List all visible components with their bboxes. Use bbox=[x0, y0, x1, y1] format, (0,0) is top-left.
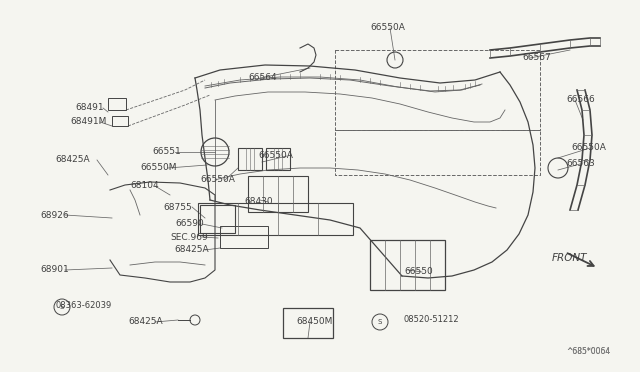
Text: ^685*0064: ^685*0064 bbox=[566, 347, 611, 356]
Text: 68425A: 68425A bbox=[128, 317, 163, 327]
Text: 66550A: 66550A bbox=[200, 176, 235, 185]
Text: 66551: 66551 bbox=[152, 148, 180, 157]
Text: 68491M: 68491M bbox=[70, 118, 106, 126]
Text: ^685*0064: ^685*0064 bbox=[566, 347, 611, 356]
Bar bbox=[238, 148, 262, 170]
Text: 66590: 66590 bbox=[175, 219, 204, 228]
Bar bbox=[200, 205, 235, 233]
Text: FRONT: FRONT bbox=[552, 253, 588, 263]
Text: 08520-51212: 08520-51212 bbox=[404, 315, 460, 324]
Bar bbox=[112, 116, 128, 126]
Text: 68901: 68901 bbox=[40, 266, 68, 275]
Text: S: S bbox=[60, 304, 64, 310]
Bar bbox=[266, 148, 290, 170]
Text: 66567: 66567 bbox=[522, 54, 551, 62]
Bar bbox=[108, 98, 126, 110]
Bar bbox=[198, 203, 353, 235]
Text: SEC.969: SEC.969 bbox=[170, 232, 208, 241]
Text: 68425A: 68425A bbox=[174, 246, 209, 254]
Text: 68491: 68491 bbox=[75, 103, 104, 112]
Text: 68425A: 68425A bbox=[55, 155, 90, 164]
Text: 08363-62039: 08363-62039 bbox=[55, 301, 111, 310]
Text: 66550: 66550 bbox=[404, 267, 433, 276]
Text: 66564: 66564 bbox=[248, 74, 276, 83]
Bar bbox=[370, 240, 445, 290]
Text: 68926: 68926 bbox=[40, 211, 68, 219]
Text: 68430: 68430 bbox=[244, 198, 273, 206]
Text: 68104: 68104 bbox=[130, 182, 159, 190]
Text: 68755: 68755 bbox=[163, 202, 192, 212]
Text: 66563: 66563 bbox=[566, 160, 595, 169]
Bar bbox=[283, 308, 333, 338]
Text: 66550A: 66550A bbox=[258, 151, 293, 160]
Bar bbox=[248, 176, 308, 212]
Text: 68450M: 68450M bbox=[296, 317, 332, 327]
Text: 66550A: 66550A bbox=[571, 144, 606, 153]
Bar bbox=[220, 226, 268, 248]
Text: 66566: 66566 bbox=[566, 96, 595, 105]
Text: 66550M: 66550M bbox=[140, 164, 177, 173]
Text: S: S bbox=[378, 319, 382, 325]
Text: 66550A: 66550A bbox=[370, 23, 405, 32]
